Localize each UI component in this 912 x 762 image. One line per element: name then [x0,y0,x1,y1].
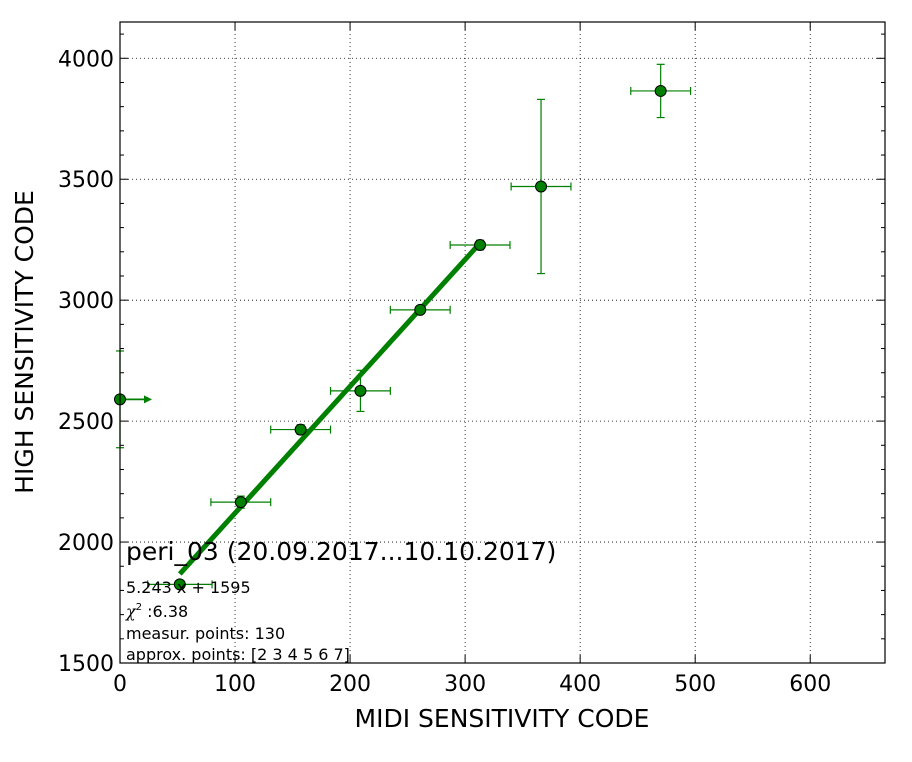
annotation-points: measur. points: 130 [126,624,285,643]
y-tick-label: 2500 [58,410,114,435]
x-tick-label: 600 [789,672,831,697]
data-points [114,84,667,591]
chi2-value: :6.38 [142,602,188,621]
x-tick-label: 400 [559,672,601,697]
annotation-fit: 5.243 x + 1595 [126,578,251,597]
y-axis-label: HIGH SENSITIVITY CODE [10,190,39,494]
data-point [234,496,247,509]
x-tick-label: 200 [329,672,371,697]
y-tick-label: 3000 [58,289,114,314]
x-tick-label: 100 [214,672,256,697]
data-point [294,423,307,436]
limit-arrow-head [144,395,152,404]
plot-area [120,22,885,663]
y-tick-label: 2000 [58,531,114,556]
fit-line [177,241,482,576]
data-point [535,180,548,193]
plot-frame [119,21,886,664]
annotation-approx: approx. points: [2 3 4 5 6 7] [126,645,350,664]
tick-labels: 0 100 200 300 400 500 600 1500 2000 2500 3000 3500 4… [58,47,831,697]
annotation-title: peri_03 (20.09.2017...10.10.2017) [126,537,556,566]
data-point [354,384,367,397]
x-tick-label: 300 [444,672,486,697]
ticks [119,22,885,664]
y-tick-label: 4000 [58,47,114,72]
chi2-exponent: 2 [136,602,142,613]
y-tick-label: 1500 [58,652,114,677]
x-axis-label: MIDI SENSITIVITY CODE [355,704,650,733]
data-point [474,239,487,252]
x-tick-label: 500 [674,672,716,697]
data-point [654,84,667,97]
annotation-chi2: χ2 :6.38 [125,602,188,621]
data-point [173,578,186,591]
chi2-symbol: χ [125,602,137,621]
x-tick-label: 0 [113,672,127,697]
data-point [414,303,427,316]
y-tick-label: 3500 [58,168,114,193]
fit-line-layer [177,241,482,576]
